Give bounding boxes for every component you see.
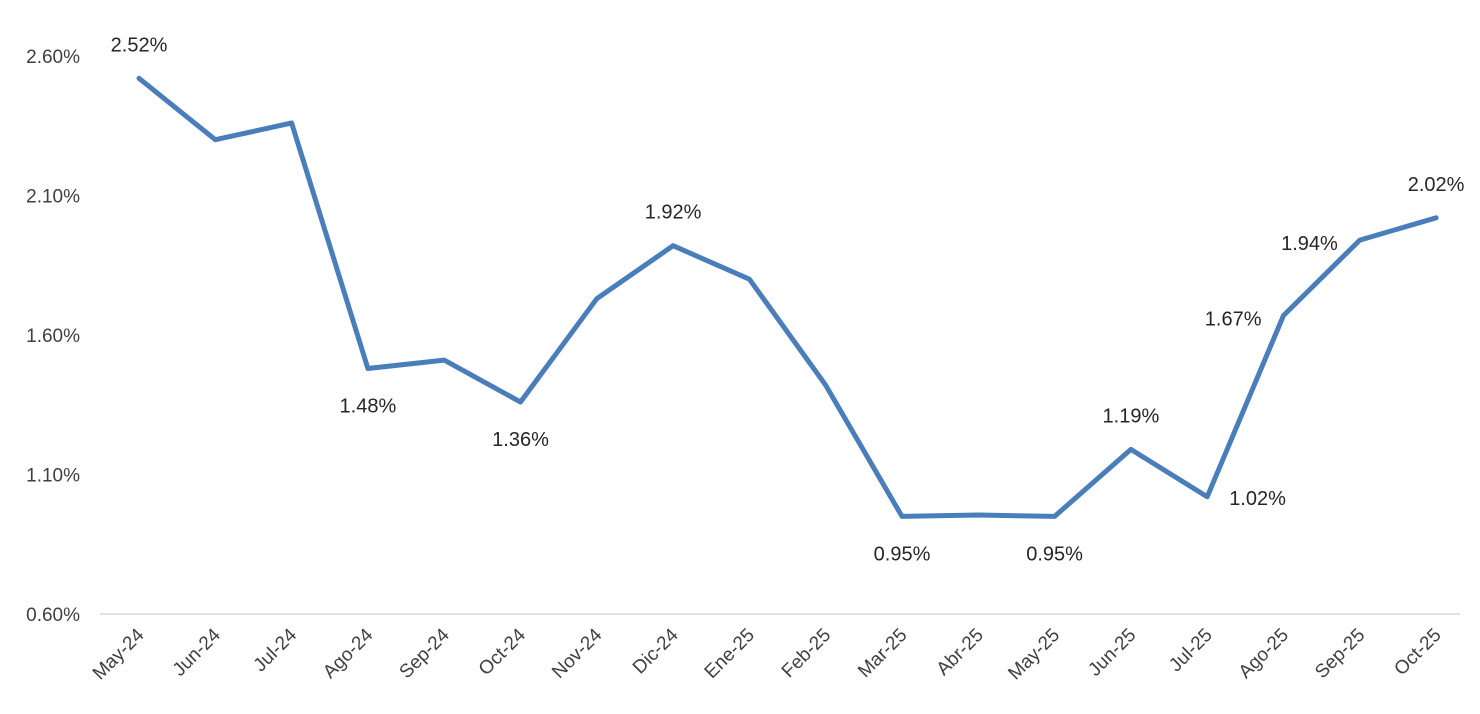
data-label: 1.36% xyxy=(492,429,549,451)
data-label: 0.95% xyxy=(1026,543,1083,565)
x-tick-label: Jun-25 xyxy=(1084,625,1140,681)
x-tick-label: Ago-24 xyxy=(319,624,377,682)
data-labels: 2.52% 1.48% 1.36% 1.92% 0.95% 0.95% 1.19% 1.02%… xyxy=(111,34,1465,565)
data-label: 2.52% xyxy=(111,34,168,56)
x-tick-label: Sep-25 xyxy=(1311,625,1369,683)
x-tick-label: May-25 xyxy=(1004,625,1064,685)
x-tick-label: Jun-24 xyxy=(169,624,225,680)
y-tick-label: 2.60% xyxy=(26,47,80,68)
x-tick-label: Oct-25 xyxy=(1390,625,1445,680)
x-tick-label: Ene-25 xyxy=(701,625,759,683)
x-tick-label: Nov-24 xyxy=(548,624,606,682)
data-label: 0.95% xyxy=(874,543,931,565)
y-tick-label: 1.60% xyxy=(26,326,80,347)
data-label: 1.94% xyxy=(1281,233,1338,255)
x-axis-ticks: May-24 Jun-24 Jul-24 Ago-24 Sep-24 Oct-24 Nov-… xyxy=(89,624,1446,684)
x-tick-label: Feb-25 xyxy=(778,625,835,682)
x-tick-label: Dic-24 xyxy=(629,624,683,678)
x-tick-label: Abr-25 xyxy=(933,625,988,680)
y-tick-label: 2.10% xyxy=(26,187,80,208)
data-label: 2.02% xyxy=(1408,174,1465,196)
y-tick-label: 0.60% xyxy=(26,605,80,626)
series-line xyxy=(136,75,1439,519)
data-label: 1.19% xyxy=(1103,405,1160,427)
y-tick-label: 1.10% xyxy=(26,466,80,487)
x-tick-label: Oct-24 xyxy=(475,624,530,679)
data-label: 1.92% xyxy=(645,202,702,224)
x-tick-label: Jul-25 xyxy=(1165,625,1216,676)
x-tick-label: Mar-25 xyxy=(854,625,911,682)
x-tick-label: Jul-24 xyxy=(250,624,302,676)
data-label: 1.67% xyxy=(1205,308,1262,330)
data-label: 1.48% xyxy=(340,395,397,417)
x-tick-label: Ago-25 xyxy=(1235,625,1293,683)
data-label: 1.02% xyxy=(1229,488,1286,510)
x-tick-label: May-24 xyxy=(89,624,149,684)
x-tick-label: Sep-24 xyxy=(396,624,454,682)
y-axis-ticks: 0.60% 1.10% 1.60% 2.10% 2.60% xyxy=(26,47,80,626)
